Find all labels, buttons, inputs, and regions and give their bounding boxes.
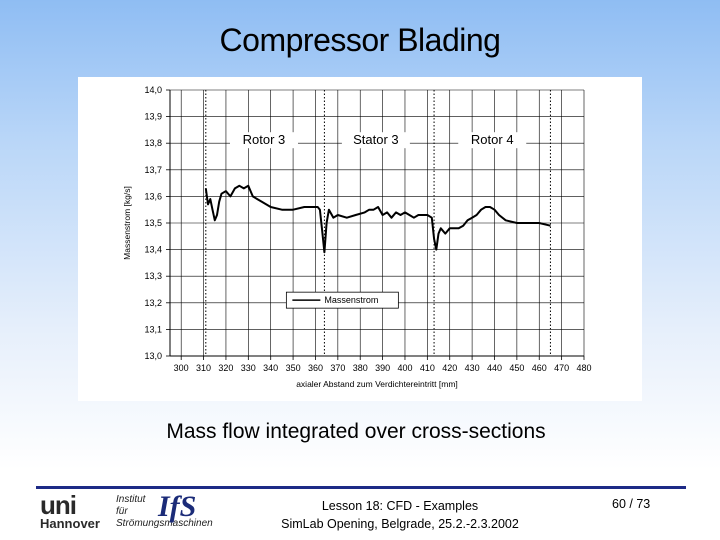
footer-logos: uni Hannover Institut für Strömungsmasch… (40, 492, 240, 536)
footer-info: Lesson 18: CFD - Examples SimLab Opening… (240, 497, 560, 533)
ifs-logo: IfS (158, 490, 197, 523)
region-label-bg (458, 132, 527, 149)
page-counter: 60 / 73 (612, 497, 651, 511)
slide-title: Compressor Blading (219, 22, 501, 58)
x-tick-label: 310 (196, 363, 211, 373)
y-tick-label: 13,4 (144, 245, 162, 255)
x-tick-label: 460 (532, 363, 547, 373)
y-axis-title: Massenstrom [kg/s] (122, 186, 132, 260)
x-tick-label: 400 (397, 363, 412, 373)
event-label: SimLab Opening, Belgrade, 25.2.-2.3.2002 (281, 517, 519, 531)
y-tick-label: 13,9 (144, 112, 162, 122)
region-label-bg (341, 132, 410, 149)
legend-box (285, 291, 399, 309)
y-tick-label: 13,2 (144, 298, 162, 308)
institute-line: Institut (116, 494, 146, 505)
region-label: Rotor 4 (471, 132, 514, 147)
x-tick-label: 300 (174, 363, 189, 373)
lesson-label: Lesson 18: CFD - Examples (321, 499, 479, 513)
x-tick-label: 330 (241, 363, 256, 373)
y-tick-label: 13,7 (144, 165, 162, 175)
x-tick-label: 450 (509, 363, 524, 373)
y-tick-label: 13,1 (144, 324, 162, 334)
x-tick-label: 410 (420, 363, 435, 373)
x-tick-label: 340 (263, 363, 278, 373)
x-tick-label: 440 (487, 363, 502, 373)
institute-line: Strömungsmaschinen (116, 518, 213, 529)
region-label-bg (229, 132, 298, 149)
uni-city-label: Hannover (40, 516, 100, 531)
x-tick-label: 370 (330, 363, 345, 373)
x-tick-label: 360 (308, 363, 323, 373)
y-tick-label: 14,0 (144, 85, 162, 95)
y-tick-label: 13,3 (144, 271, 162, 281)
footer-divider (36, 486, 686, 489)
x-tick-label: 320 (218, 363, 233, 373)
slide-caption: Mass flow integrated over cross-sections (166, 420, 546, 443)
institute-line: für (116, 506, 128, 517)
y-tick-label: 13,0 (144, 351, 162, 361)
y-tick-label: 13,6 (144, 191, 162, 201)
institute-name: Institut für Strömungsmaschinen (116, 494, 213, 530)
x-tick-label: 390 (375, 363, 390, 373)
y-tick-label: 13,8 (144, 138, 162, 148)
x-tick-label: 380 (353, 363, 368, 373)
uni-logo: uni (40, 490, 77, 520)
x-axis-title: axialer Abstand zum Verdichtereintritt [… (296, 379, 458, 389)
x-tick-label: 420 (442, 363, 457, 373)
region-label: Stator 3 (353, 132, 399, 147)
x-tick-label: 350 (286, 363, 301, 373)
y-tick-label: 13,5 (144, 218, 162, 228)
chart-svg: 300 310 320 330 340 350 360 370 380 390 400 410 420 4… (122, 85, 592, 389)
legend-label: Massenstrom (324, 295, 378, 305)
region-label: Rotor 3 (243, 132, 286, 147)
x-tick-label: 480 (576, 363, 591, 373)
series-line-massenstrom (204, 184, 551, 254)
x-tick-label: 430 (465, 363, 480, 373)
mass-flow-chart: 300 310 320 330 340 350 360 370 380 390 400 410 420 4… (78, 77, 642, 401)
x-tick-label: 470 (554, 363, 569, 373)
